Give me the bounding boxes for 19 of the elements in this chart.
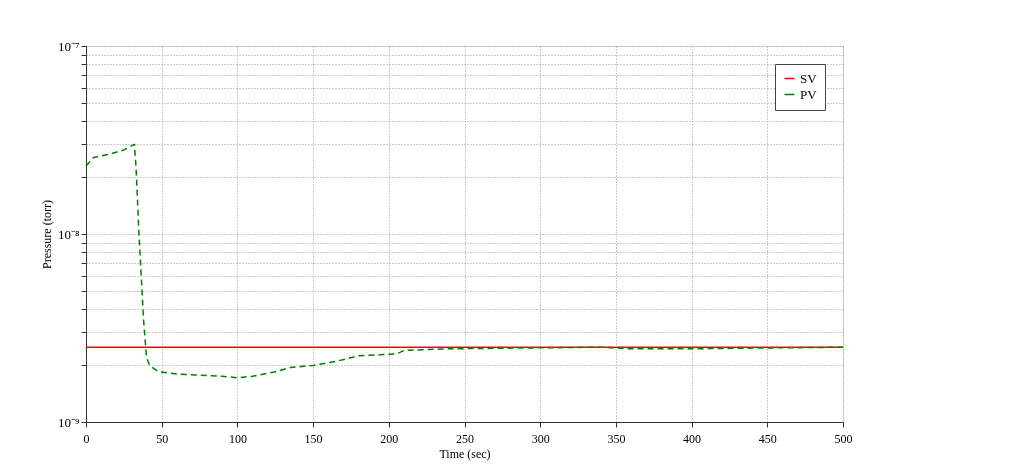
- legend-label: PV: [800, 86, 818, 102]
- x-tick-label: 450: [758, 431, 777, 446]
- x-tick-label: 0: [83, 431, 90, 446]
- x-tick-label: 350: [607, 431, 626, 446]
- y-tick-label: 10⁻⁸: [57, 226, 80, 242]
- legend-label: SV: [800, 70, 818, 86]
- x-tick-label: 150: [304, 431, 323, 446]
- x-tick-label: 500: [834, 431, 853, 446]
- y-axis-title: Pressure (torr): [39, 200, 54, 269]
- x-tick-label: 400: [683, 431, 702, 446]
- y-tick-label: 10⁻⁹: [57, 414, 80, 430]
- line-series: [85, 143, 844, 379]
- x-axis-title: Time (sec): [439, 446, 491, 461]
- x-tick-label: 50: [156, 431, 169, 446]
- y-tick-label: 10⁻⁷: [57, 38, 80, 54]
- x-tick-label: 200: [380, 431, 399, 446]
- x-tick-label: 250: [456, 431, 474, 446]
- x-tick-label: 300: [531, 431, 550, 446]
- x-tick-label: 100: [228, 431, 247, 446]
